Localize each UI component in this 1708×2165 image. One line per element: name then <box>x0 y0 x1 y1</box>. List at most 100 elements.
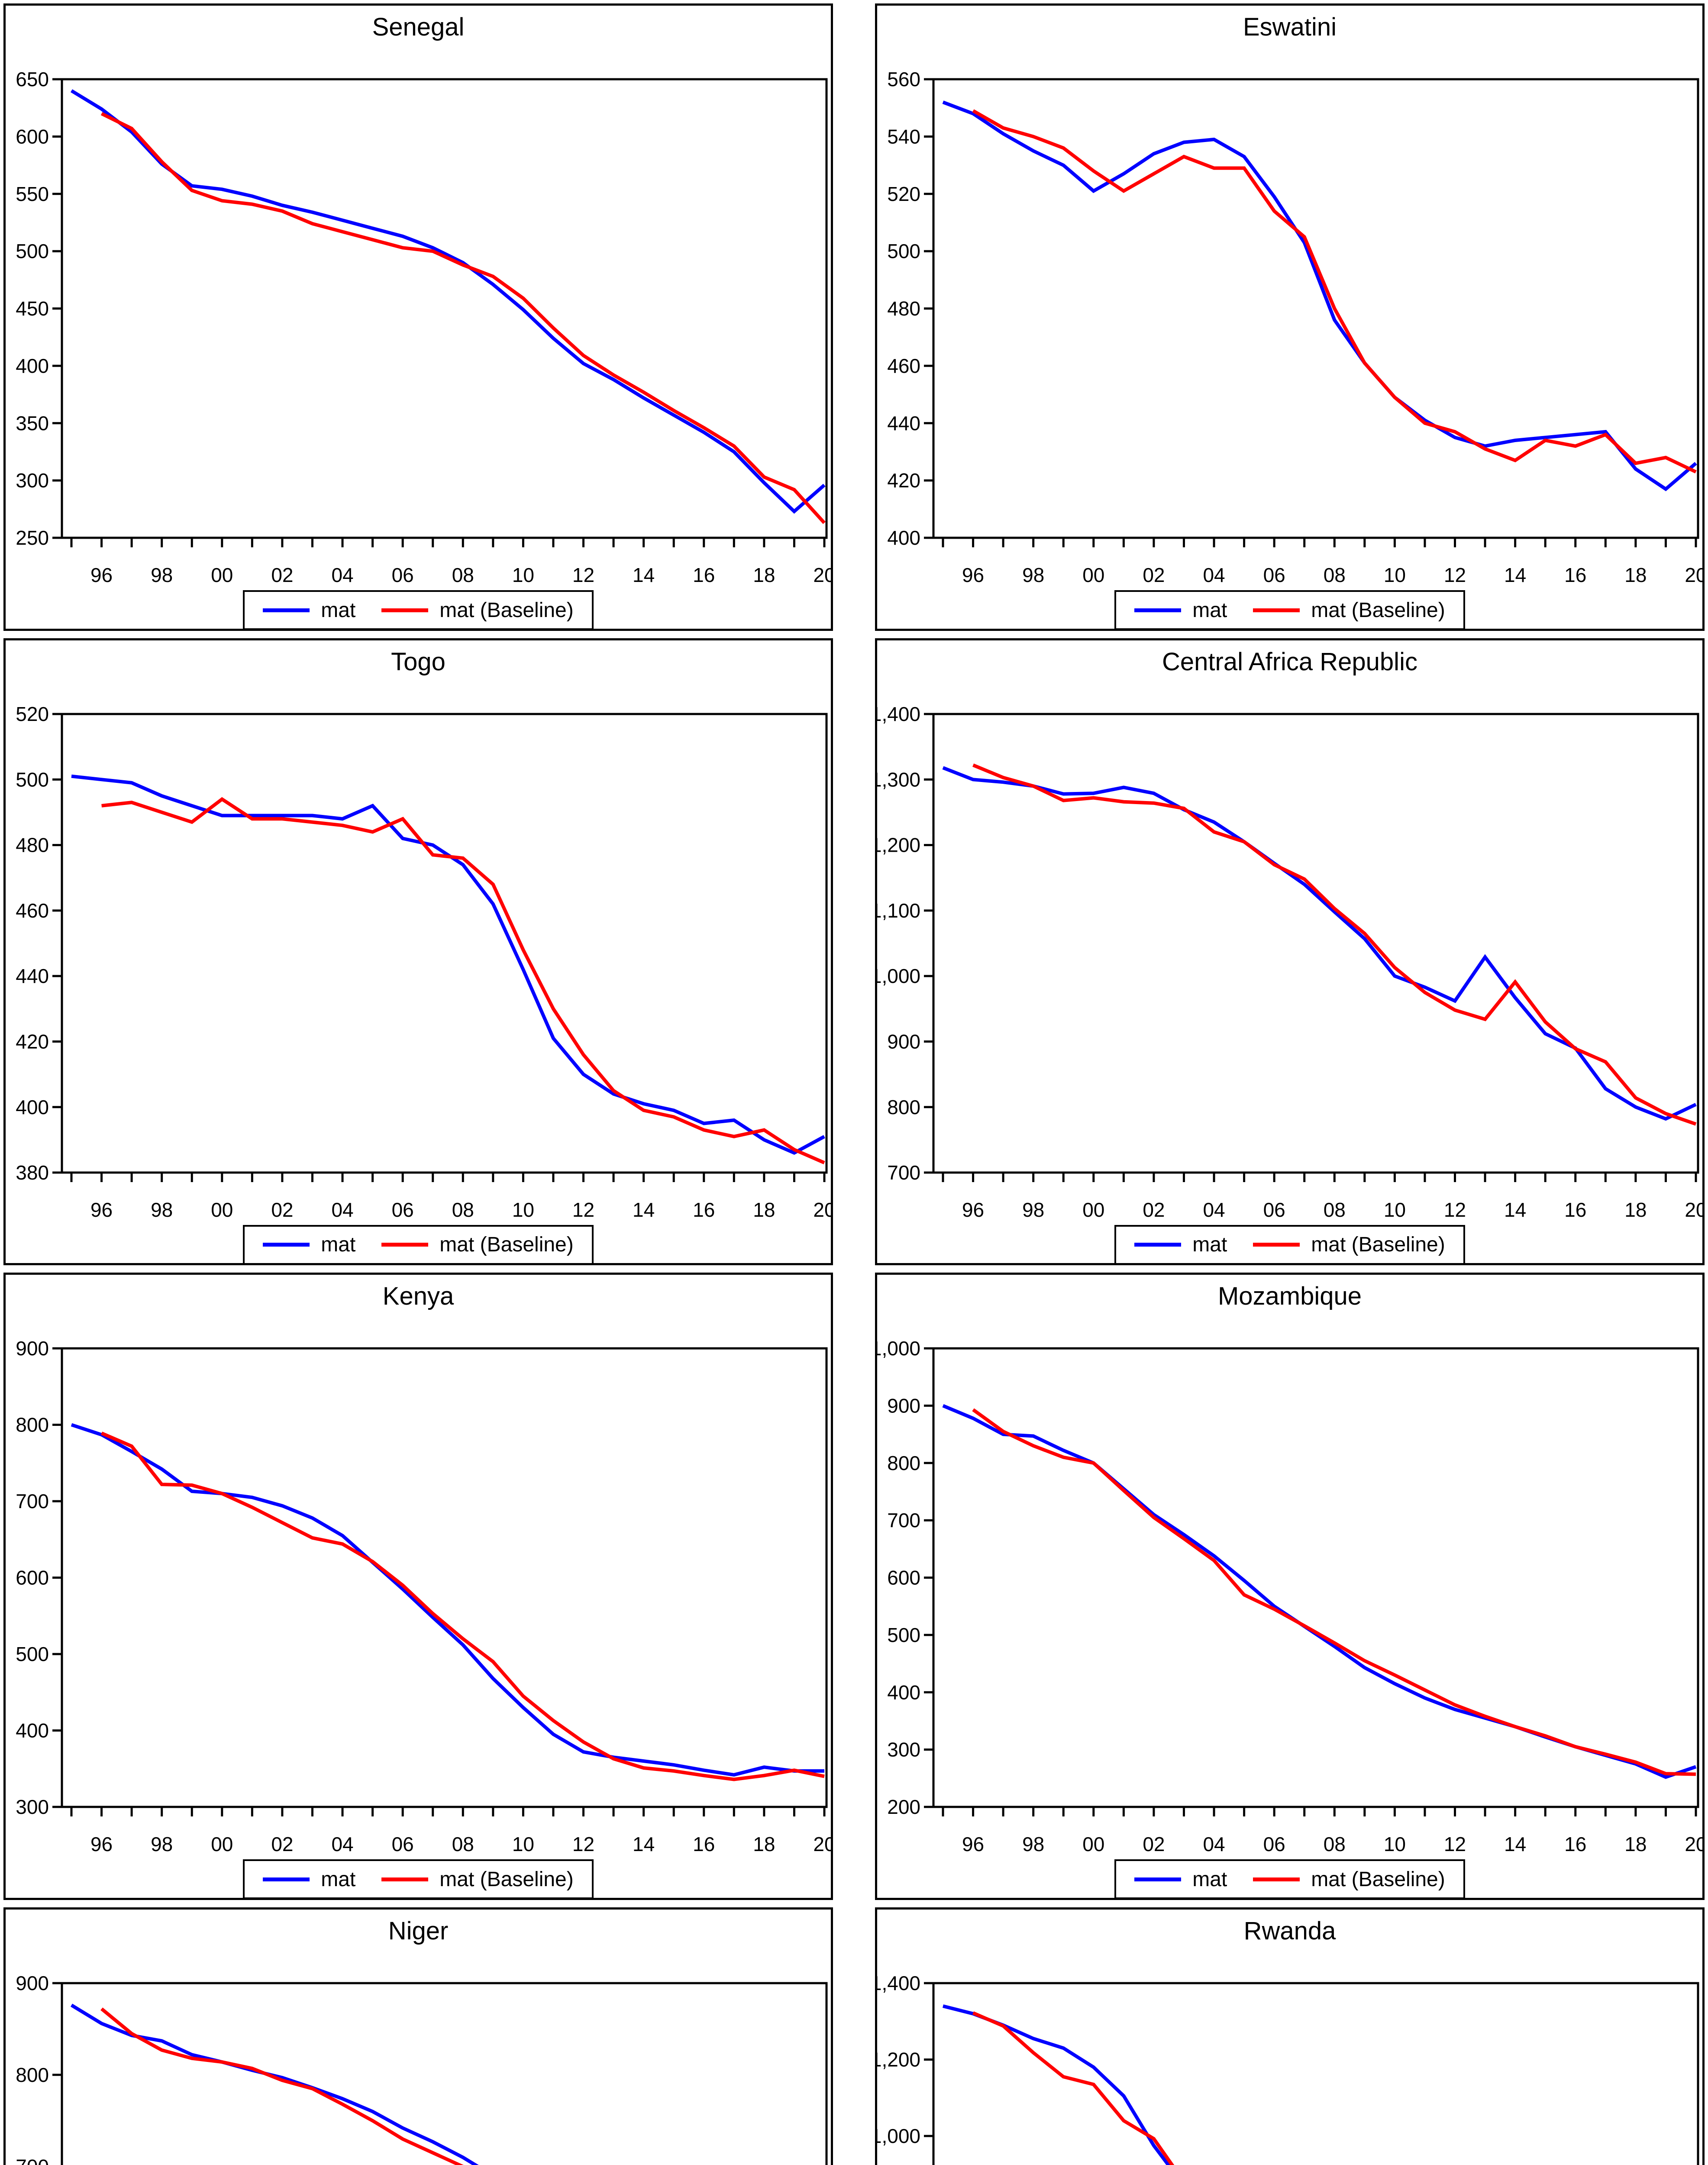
y-tick-label: 1,000 <box>875 1337 920 1360</box>
x-tick-label: 18 <box>1624 1199 1647 1221</box>
line-plot: 300 400 500 600 700 800 900 96 98 00 02 04 06 08 10 12 1… <box>16 1337 831 1855</box>
x-tick-label: 20 <box>1685 1833 1705 1855</box>
x-tick-label: 08 <box>452 1833 474 1855</box>
x-tick-label: 02 <box>271 564 293 586</box>
x-tick-label: 98 <box>151 1199 173 1221</box>
chart-title: Niger <box>388 1916 449 1945</box>
chart-panel-senegal: Senegal 250 300 350 400 450 500 550 600 650 96 98 0… <box>3 3 833 631</box>
x-tick-label: 06 <box>1263 1199 1285 1221</box>
y-tick-label: 500 <box>16 768 49 791</box>
mat-line <box>943 2004 1171 2165</box>
y-tick-label: 560 <box>887 68 920 90</box>
x-tick-label: 14 <box>633 1199 655 1221</box>
mat-line-swatch <box>263 608 310 612</box>
x-tick-label: 02 <box>271 1199 293 1221</box>
x-tick-label: 00 <box>1082 1199 1104 1221</box>
y-tick-label: 600 <box>16 125 49 148</box>
y-tick-label: 450 <box>16 297 49 320</box>
legend: mat mat (Baseline) <box>1114 1225 1465 1263</box>
chart-title: Central Africa Republic <box>1162 647 1417 676</box>
plot-frame <box>61 78 828 539</box>
mat-line <box>70 2003 479 2165</box>
x-tick-label: 04 <box>331 564 353 586</box>
x-tick-label: 04 <box>1203 564 1225 586</box>
y-tick-label: 420 <box>16 1030 49 1053</box>
y-tick-label: 400 <box>887 1681 920 1703</box>
legend-label-baseline: mat (Baseline) <box>1311 1868 1445 1891</box>
x-tick-label: 10 <box>1384 1199 1406 1221</box>
y-tick-label: 400 <box>887 527 920 549</box>
y-tick-label: 1,400 <box>875 703 920 725</box>
x-tick-label: 18 <box>1624 1833 1647 1855</box>
mat-line <box>942 766 1697 1121</box>
x-tick-label: 08 <box>452 1199 474 1221</box>
x-tick-label: 02 <box>1143 564 1165 586</box>
y-tick-label: 600 <box>887 1567 920 1589</box>
y-tick-label: 500 <box>887 1624 920 1646</box>
line-plot: 700 800 900 1,000 1,100 1,200 1,300 1,400 96 98 00… <box>875 703 1702 1221</box>
y-tick-label: 500 <box>16 240 49 262</box>
y-tick-label: 550 <box>16 183 49 205</box>
x-tick-label: 96 <box>90 564 113 586</box>
baseline-line-swatch <box>1253 1243 1300 1247</box>
chart-panel-central-africa-republic: Central Africa Republic 700 800 900 1,000 1,… <box>875 638 1705 1265</box>
x-tick-label: 02 <box>1143 1833 1165 1855</box>
mat-line-swatch <box>263 1877 310 1881</box>
chart-panel-niger: Niger 4005006007008009009698000204060810… <box>3 1907 833 2165</box>
x-tick-label: 96 <box>90 1199 113 1221</box>
chart-title: Rwanda <box>1243 1916 1336 1945</box>
legend-label-mat: mat <box>321 598 356 622</box>
legend-item-baseline: mat (Baseline) <box>1253 598 1445 622</box>
chart-panel-rwanda: Rwanda 2004006008001,0001,2001,400969800… <box>875 1907 1705 2165</box>
x-tick-label: 96 <box>90 1833 113 1855</box>
legend-item-mat: mat <box>263 598 355 622</box>
x-tick-label: 98 <box>151 1833 173 1855</box>
legend-label-mat: mat <box>1192 1868 1227 1891</box>
baseline-line <box>100 112 826 524</box>
y-tick-label: 1,100 <box>875 899 920 921</box>
legend-label-baseline: mat (Baseline) <box>439 1868 574 1891</box>
legend-label-mat: mat <box>1192 1233 1227 1256</box>
legend-label-mat: mat <box>321 1233 356 1256</box>
baseline-line <box>101 797 825 1164</box>
legend-item-baseline: mat (Baseline) <box>381 1868 574 1891</box>
chart-title: Eswatini <box>1243 13 1337 41</box>
x-tick-label: 14 <box>633 564 655 586</box>
x-tick-label: 04 <box>331 1833 353 1855</box>
mat-line <box>71 1423 824 1777</box>
x-tick-label: 98 <box>151 564 173 586</box>
x-tick-label: 18 <box>1624 564 1647 586</box>
y-tick-label: 1,000 <box>875 965 920 987</box>
x-tick-label: 08 <box>1324 564 1346 586</box>
y-tick-label: 1,200 <box>875 834 920 856</box>
x-tick-label: 04 <box>331 1199 353 1221</box>
x-tick-label: 14 <box>1504 1833 1526 1855</box>
x-tick-label: 16 <box>1564 564 1586 586</box>
x-tick-label: 98 <box>1022 1833 1044 1855</box>
baseline-line <box>972 763 1697 1126</box>
x-tick-label: 16 <box>693 1833 715 1855</box>
x-tick-label: 06 <box>1263 564 1285 586</box>
legend-label-mat: mat <box>321 1868 356 1891</box>
line-plot: 200 300 400 500 600 700 800 900 1,000 96 98 00 02 04 0… <box>875 1337 1705 1855</box>
mat-line-swatch <box>1134 608 1182 612</box>
y-tick-label: 800 <box>16 1414 49 1436</box>
x-tick-label: 08 <box>1324 1199 1346 1221</box>
legend: mat mat (Baseline) <box>243 1225 594 1263</box>
y-tick-label: 520 <box>16 703 49 725</box>
baseline-line <box>972 109 1697 474</box>
y-tick-label: 1,000 <box>875 2125 920 2147</box>
y-tick-label: 900 <box>16 1972 49 1994</box>
legend-item-mat: mat <box>1134 598 1227 622</box>
legend: mat mat (Baseline) <box>243 590 594 629</box>
x-tick-label: 02 <box>1143 1199 1165 1221</box>
x-tick-label: 10 <box>512 1199 534 1221</box>
chart-panel-kenya: Kenya 300 400 500 600 700 800 900 96 98 00 02 04 06 0… <box>3 1273 833 1900</box>
plot-frame <box>61 1347 828 1808</box>
line-plot: 2004006008001,0001,2001,4009698000204060… <box>875 1972 1699 2165</box>
x-tick-label: 16 <box>693 564 715 586</box>
chart-title: Togo <box>391 647 446 676</box>
x-tick-label: 12 <box>1444 1833 1466 1855</box>
x-tick-label: 14 <box>1504 564 1526 586</box>
